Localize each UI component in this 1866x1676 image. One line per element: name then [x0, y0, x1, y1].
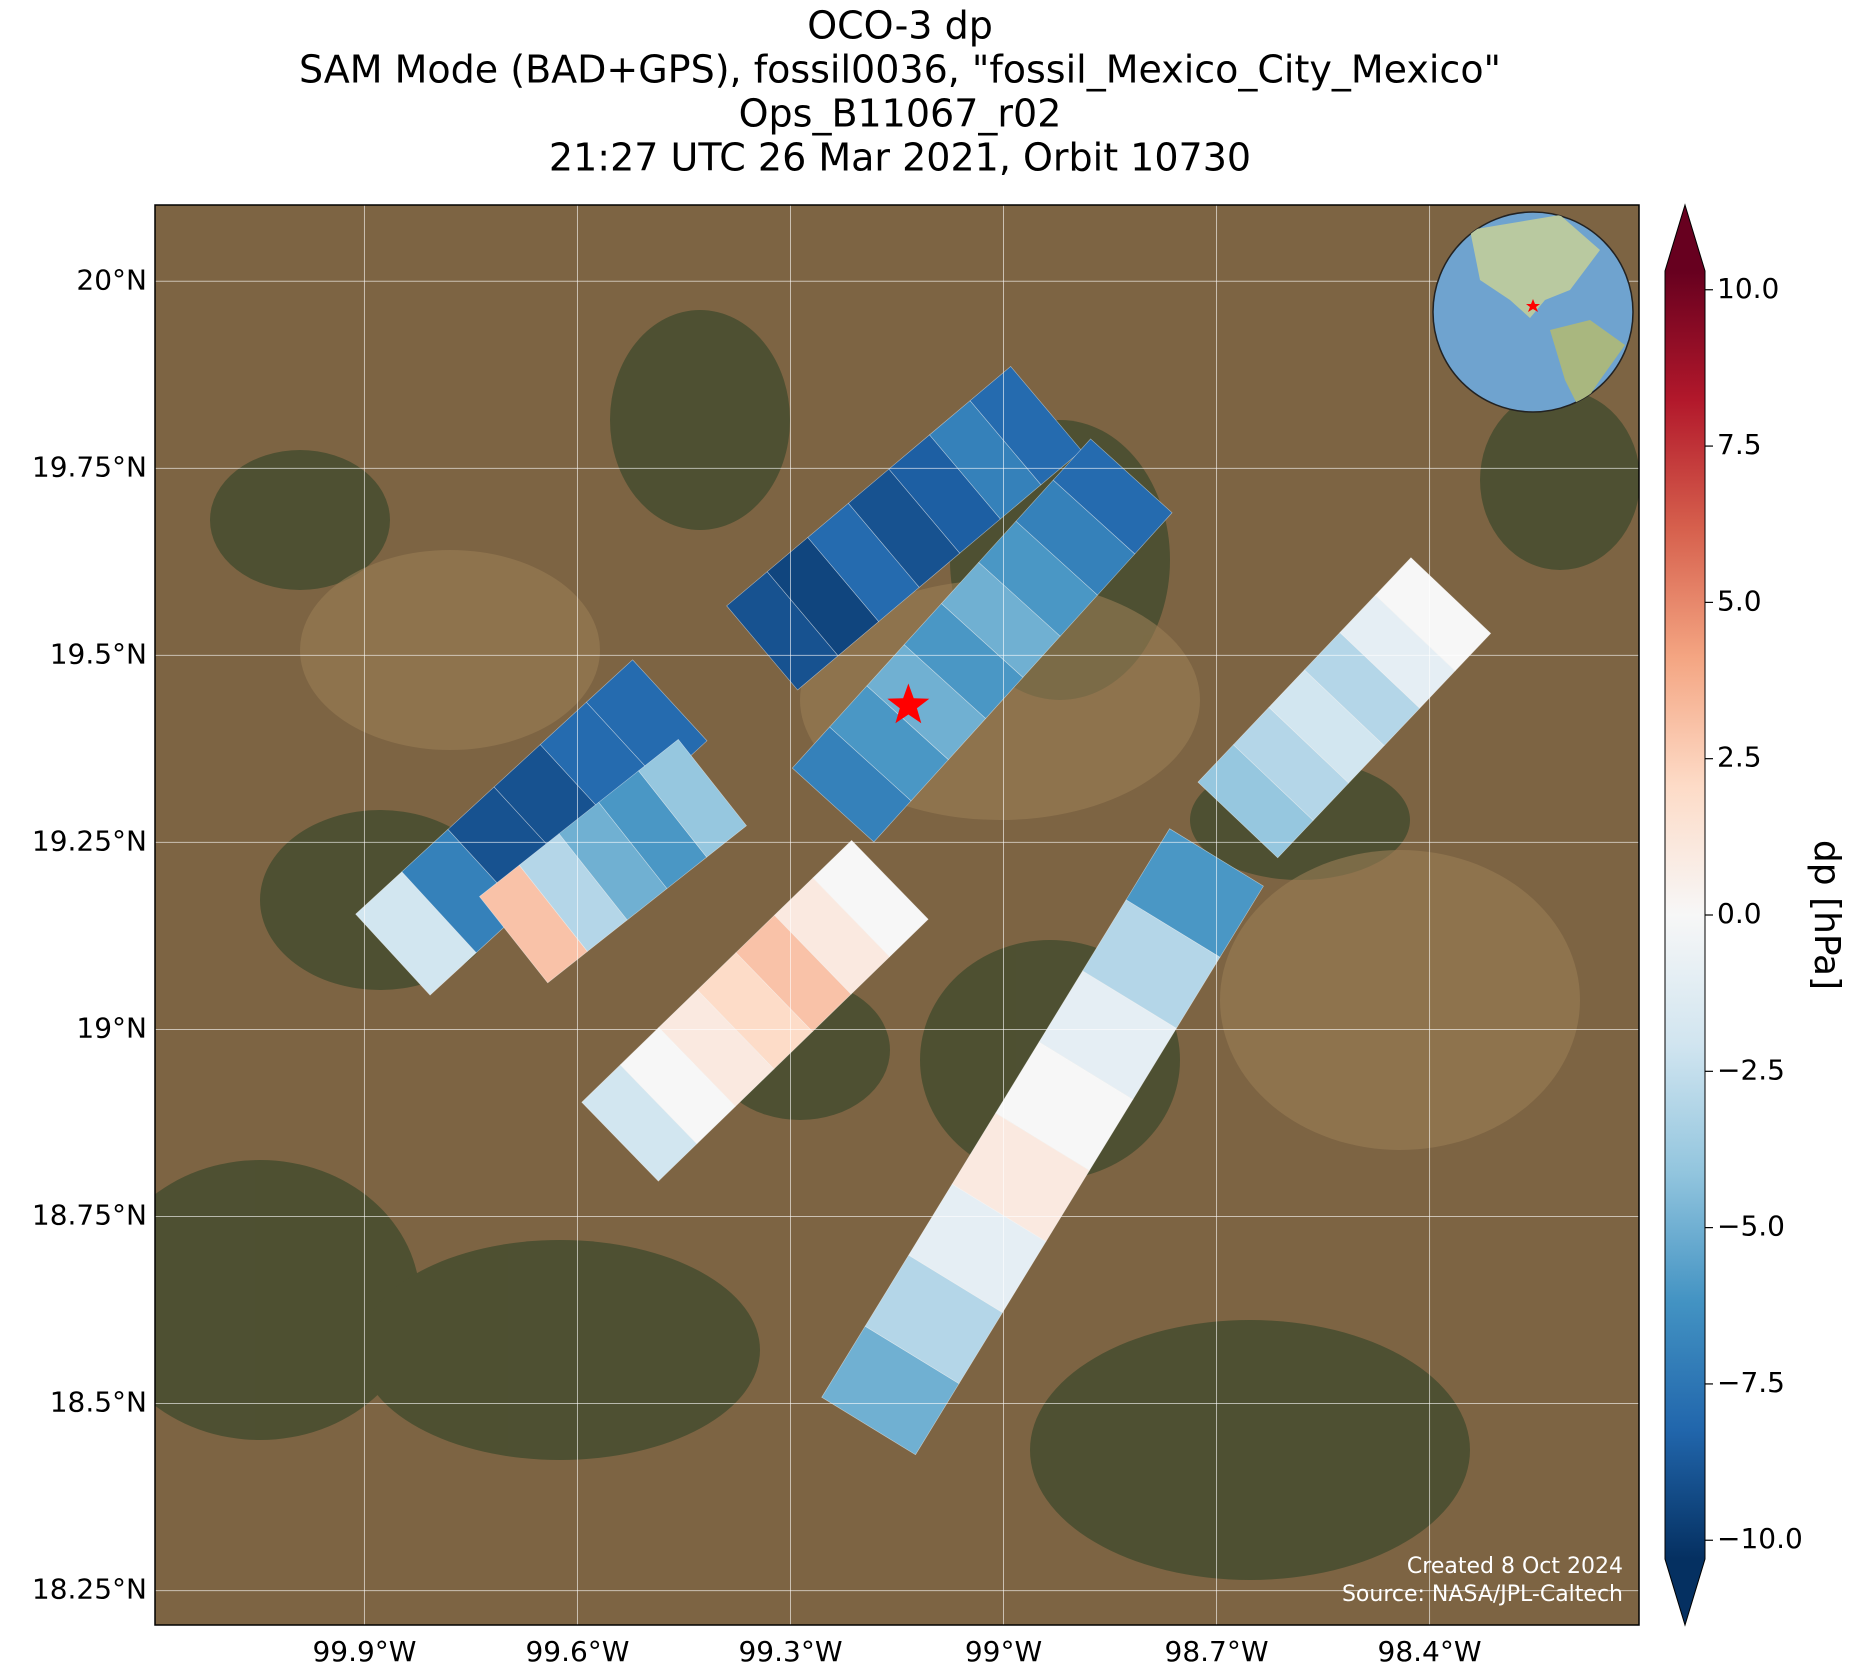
swath-cell — [812, 839, 929, 958]
y-tick-label: 19°N — [76, 1011, 147, 1044]
target-marker — [887, 683, 930, 724]
y-tick-label: 19.75°N — [32, 450, 147, 483]
y-tick-label: 18.75°N — [32, 1199, 147, 1232]
x-tick-label: 99.3°W — [738, 1635, 842, 1668]
swath-cell — [1125, 828, 1264, 958]
colorbar-tick-label: 7.5 — [1717, 428, 1762, 461]
x-tick-label: 98.4°W — [1378, 1635, 1482, 1668]
colorbar-tick-label: −5.0 — [1717, 1210, 1785, 1243]
swath-cell — [638, 739, 747, 858]
chart-title: SAM Mode (BAD+GPS), fossil0036, "fossil_… — [299, 48, 1501, 92]
swath-cell — [1375, 557, 1492, 672]
colorbar-tick-label: −10.0 — [1717, 1522, 1803, 1555]
x-tick-label: 99.6°W — [525, 1635, 629, 1668]
colorbar-extend-min — [1665, 1559, 1705, 1625]
swath-cell — [969, 366, 1082, 486]
colorbar-body — [1665, 271, 1705, 1559]
colorbar-extend-max — [1665, 205, 1705, 271]
x-tick-label: 99°W — [965, 1635, 1042, 1668]
colorbar-tick-label: 2.5 — [1717, 741, 1762, 774]
footer: Created 8 Oct 2024 Source: NASA/JPL-Calte… — [1342, 1554, 1623, 1607]
y-tick-label: 18.5°N — [50, 1386, 147, 1419]
colorbar: 10.0 7.5 5.0 2.5 0.0 −2.5 −5.0 −7.5 −10.0 dp [hPa… — [1664, 203, 1847, 1627]
y-tick-label: 19.25°N — [32, 824, 147, 857]
colorbar-tick-label: 0.0 — [1717, 897, 1762, 930]
chart-title: OCO-3 dp — [807, 4, 993, 48]
colorbar-tick-label: 5.0 — [1717, 584, 1762, 617]
axes: 99.9°W 99.6°W 99.3°W 99°W 98.7°W 98.4°W 20°N 19… — [32, 263, 1482, 1668]
y-tick-label: 19.5°N — [50, 637, 147, 670]
footer-text: Source: NASA/JPL-Caltech — [1342, 1582, 1623, 1607]
x-tick-label: 98.7°W — [1165, 1635, 1269, 1668]
y-tick-label: 20°N — [76, 263, 147, 296]
chart-title: 21:27 UTC 26 Mar 2021, Orbit 10730 — [549, 136, 1251, 180]
chart-title: Ops_B11067_r02 — [739, 92, 1062, 136]
colorbar-tick-label: −2.5 — [1717, 1053, 1785, 1086]
colorbar-tick-label: 10.0 — [1717, 272, 1779, 305]
colorbar-tick-label: −7.5 — [1717, 1366, 1785, 1399]
x-tick-label: 99.9°W — [312, 1635, 416, 1668]
map-background: Created 8 Oct 2024 Source: NASA/JPL-Calte… — [155, 205, 1639, 1625]
swaths — [355, 366, 1492, 1456]
y-tick-label: 18.25°N — [32, 1573, 147, 1606]
footer-text: Created 8 Oct 2024 — [1407, 1554, 1623, 1579]
inset-globe — [1432, 211, 1634, 413]
map-frame — [154, 204, 1640, 1626]
swath-cell — [1052, 438, 1173, 555]
grid — [155, 205, 1639, 1625]
colorbar-outline — [1664, 203, 1706, 1627]
colorbar-label: dp [hPa] — [1806, 840, 1847, 990]
